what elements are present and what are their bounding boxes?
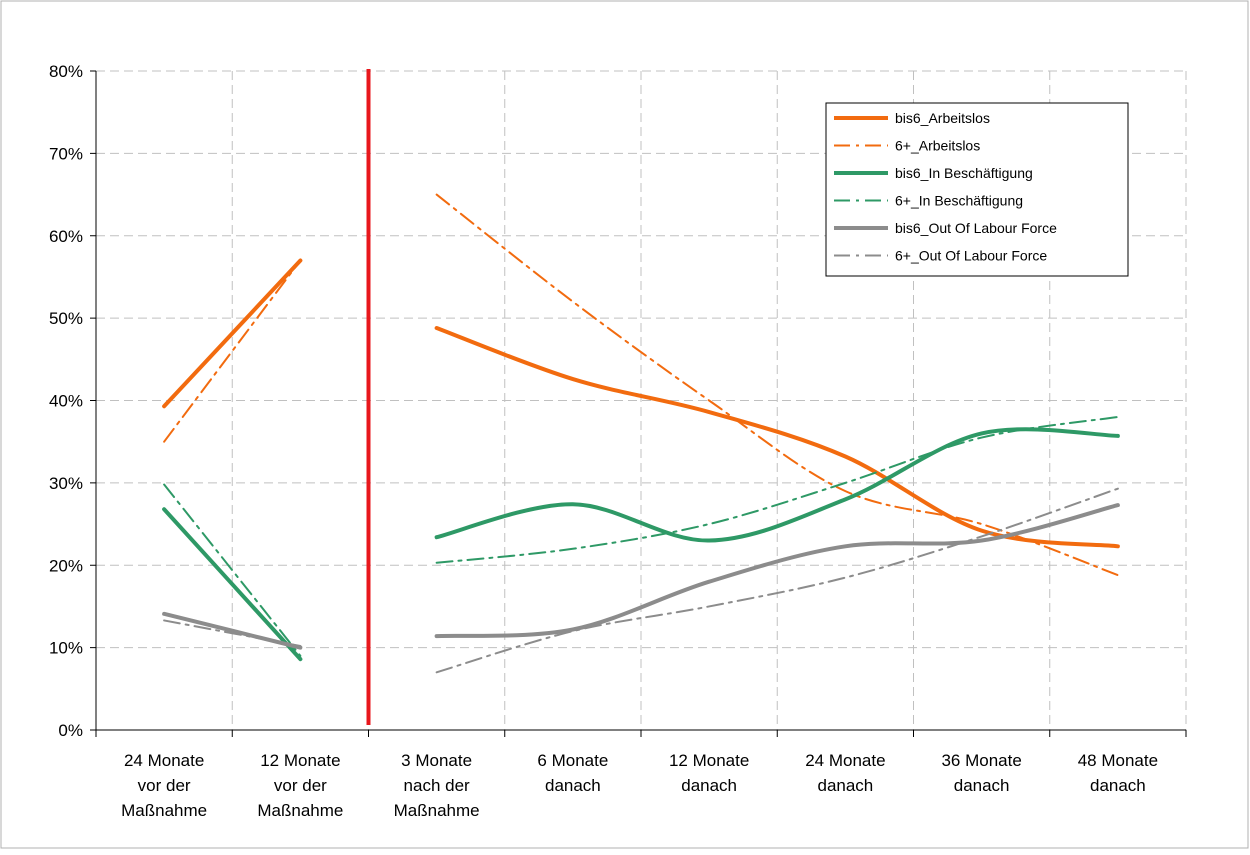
y-tick-label: 80% [49, 62, 83, 81]
legend-box [825, 102, 1129, 277]
series-line-2-after [435, 193, 1119, 577]
x-tick-label: 12 Monate vor der Maßnahme [257, 751, 343, 820]
x-tick-label: 24 Monate danach [805, 751, 885, 795]
series-line-6-after [435, 487, 1119, 674]
series-line-5-after [434, 503, 1120, 639]
x-tick-label: 6 Monate danach [537, 751, 608, 795]
series-line-6-before [163, 619, 302, 647]
series-line-2-before [163, 259, 302, 443]
series-line-3-after [434, 427, 1120, 543]
series-line-4-before [163, 483, 302, 657]
y-tick-label: 0% [58, 721, 83, 740]
legend-label: 6+_Arbeitslos [895, 138, 980, 154]
y-tick-label: 10% [49, 639, 83, 658]
series-line-1-after [434, 326, 1120, 549]
legend-label: 6+_In Beschäftigung [895, 193, 1023, 209]
axis-layer: 0% 10% 20% 30% 40% 50% 60% 70% 80% 24 Monate vor d… [49, 62, 1187, 820]
y-tick-label: 30% [49, 474, 83, 493]
x-tick-label: 12 Monate danach [669, 751, 749, 795]
legend-label: bis6_In Beschäftigung [895, 165, 1033, 181]
y-tick-label: 40% [49, 392, 83, 411]
y-tick-label: 70% [49, 144, 83, 163]
y-tick-label: 50% [49, 309, 83, 328]
series-line-5-before [162, 611, 303, 650]
legend: bis6_Arbeitslos 6+_Arbeitslos bis6_In Besc… [825, 102, 1129, 277]
series-layer [162, 193, 1120, 674]
x-tick-label: 24 Monate vor der Maßnahme [121, 751, 207, 820]
legend-label: 6+_Out Of Labour Force [895, 248, 1047, 264]
legend-label: bis6_Out Of Labour Force [895, 220, 1057, 236]
x-tick-label: 36 Monate danach [941, 751, 1021, 795]
series-line-4-after [435, 415, 1119, 564]
x-tick-label: 3 Monate nach der Maßnahme [394, 751, 480, 820]
x-tick-label: 48 Monate danach [1078, 751, 1158, 795]
y-tick-label: 20% [49, 556, 83, 575]
series-line-1-before [162, 258, 303, 409]
y-tick-label: 60% [49, 227, 83, 246]
legend-label: bis6_Arbeitslos [895, 110, 990, 126]
